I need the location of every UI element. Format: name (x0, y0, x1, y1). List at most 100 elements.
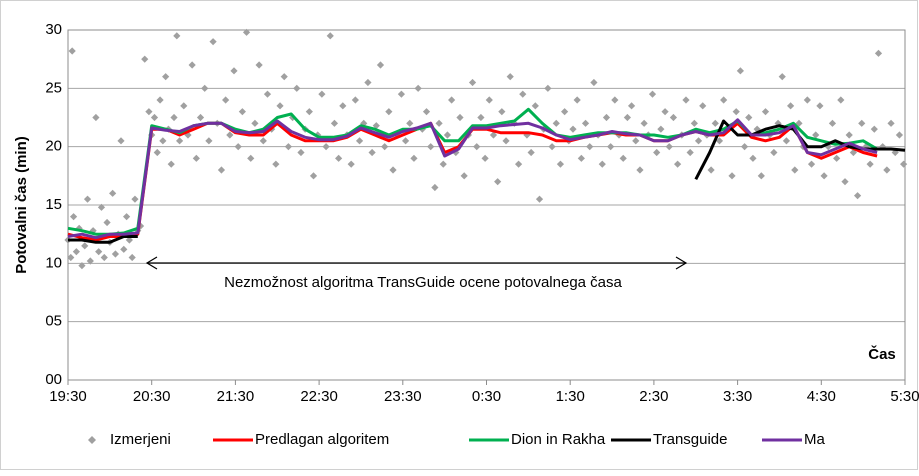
data-point (209, 38, 217, 46)
data-point (715, 137, 724, 145)
data-point (828, 119, 837, 127)
x-tick-label: 2:30 (639, 388, 668, 405)
data-point (728, 172, 736, 180)
data-point (255, 61, 263, 69)
data-point (895, 131, 904, 139)
data-point (68, 47, 76, 55)
data-point (251, 119, 259, 127)
x-tick-label: 3:30 (723, 388, 752, 405)
data-point (97, 203, 106, 211)
data-point (272, 160, 280, 168)
data-point (623, 113, 631, 122)
data-point (100, 253, 108, 262)
data-point (389, 166, 397, 174)
data-point (720, 96, 728, 104)
x-tick-label: 0:30 (472, 388, 501, 405)
data-point (150, 113, 159, 122)
data-point (247, 154, 255, 162)
y-tick-label: 20 (45, 138, 62, 155)
data-point (485, 96, 493, 104)
data-point (694, 137, 703, 145)
data-point (293, 84, 301, 92)
x-tick-label: 20:30 (133, 388, 171, 405)
data-point (833, 154, 841, 162)
data-point (92, 113, 100, 122)
data-point (665, 143, 673, 151)
data-point (778, 73, 786, 81)
data-point (128, 253, 136, 262)
data-point (661, 108, 669, 116)
data-point (740, 143, 749, 151)
data-point (201, 84, 209, 92)
data-point (845, 131, 853, 139)
data-point (427, 143, 435, 151)
y-tick-label: 30 (45, 21, 62, 38)
data-point (598, 160, 606, 168)
data-point (111, 250, 120, 258)
data-point (506, 73, 514, 81)
data-point (326, 32, 334, 40)
data-point (602, 113, 611, 122)
data-point (364, 78, 372, 87)
data-point (435, 119, 443, 127)
data-point (410, 154, 418, 162)
x-axis-label: Čas (868, 345, 896, 363)
data-point (176, 137, 184, 145)
data-point (590, 78, 598, 87)
data-point (95, 248, 103, 256)
y-tick-label: 05 (45, 313, 62, 330)
data-point (122, 213, 131, 221)
data-point (711, 119, 719, 127)
data-point (109, 189, 117, 197)
data-point (238, 108, 246, 116)
data-point (870, 125, 878, 133)
data-point (887, 119, 895, 127)
data-point (874, 49, 883, 57)
data-point (548, 143, 556, 151)
data-point (156, 96, 164, 104)
data-point (853, 192, 862, 200)
data-point (653, 148, 661, 157)
data-point (297, 148, 305, 157)
data-point (397, 90, 406, 98)
data-point (86, 257, 94, 265)
data-point (761, 108, 770, 116)
data-point (347, 160, 355, 168)
data-point (131, 195, 139, 203)
data-point (117, 137, 125, 145)
data-point (167, 160, 175, 168)
data-point (627, 102, 636, 110)
data-point (78, 262, 86, 270)
data-point (544, 84, 552, 92)
data-point (816, 102, 824, 110)
data-point (372, 122, 380, 130)
data-point (355, 137, 364, 145)
data-point (368, 148, 376, 157)
data-point (226, 131, 234, 139)
data-point (841, 178, 849, 186)
data-point (707, 166, 715, 174)
data-point (498, 108, 506, 116)
data-point (460, 172, 468, 180)
data-point (120, 245, 128, 253)
data-point (67, 253, 75, 262)
data-point (376, 61, 385, 69)
data-point (192, 154, 200, 162)
data-point (339, 102, 347, 110)
data-point (569, 125, 577, 133)
data-point (381, 143, 389, 151)
data-point (586, 143, 594, 151)
data-point (535, 195, 544, 203)
plot-area (64, 28, 908, 385)
data-point (481, 154, 489, 162)
data-point (573, 96, 581, 104)
data-point (669, 113, 678, 122)
data-point (607, 143, 615, 151)
data-point (259, 137, 267, 145)
x-tick-label: 22:30 (300, 388, 338, 405)
data-point (477, 113, 485, 122)
data-point (640, 119, 648, 127)
legend-label: Transguide (653, 431, 728, 448)
